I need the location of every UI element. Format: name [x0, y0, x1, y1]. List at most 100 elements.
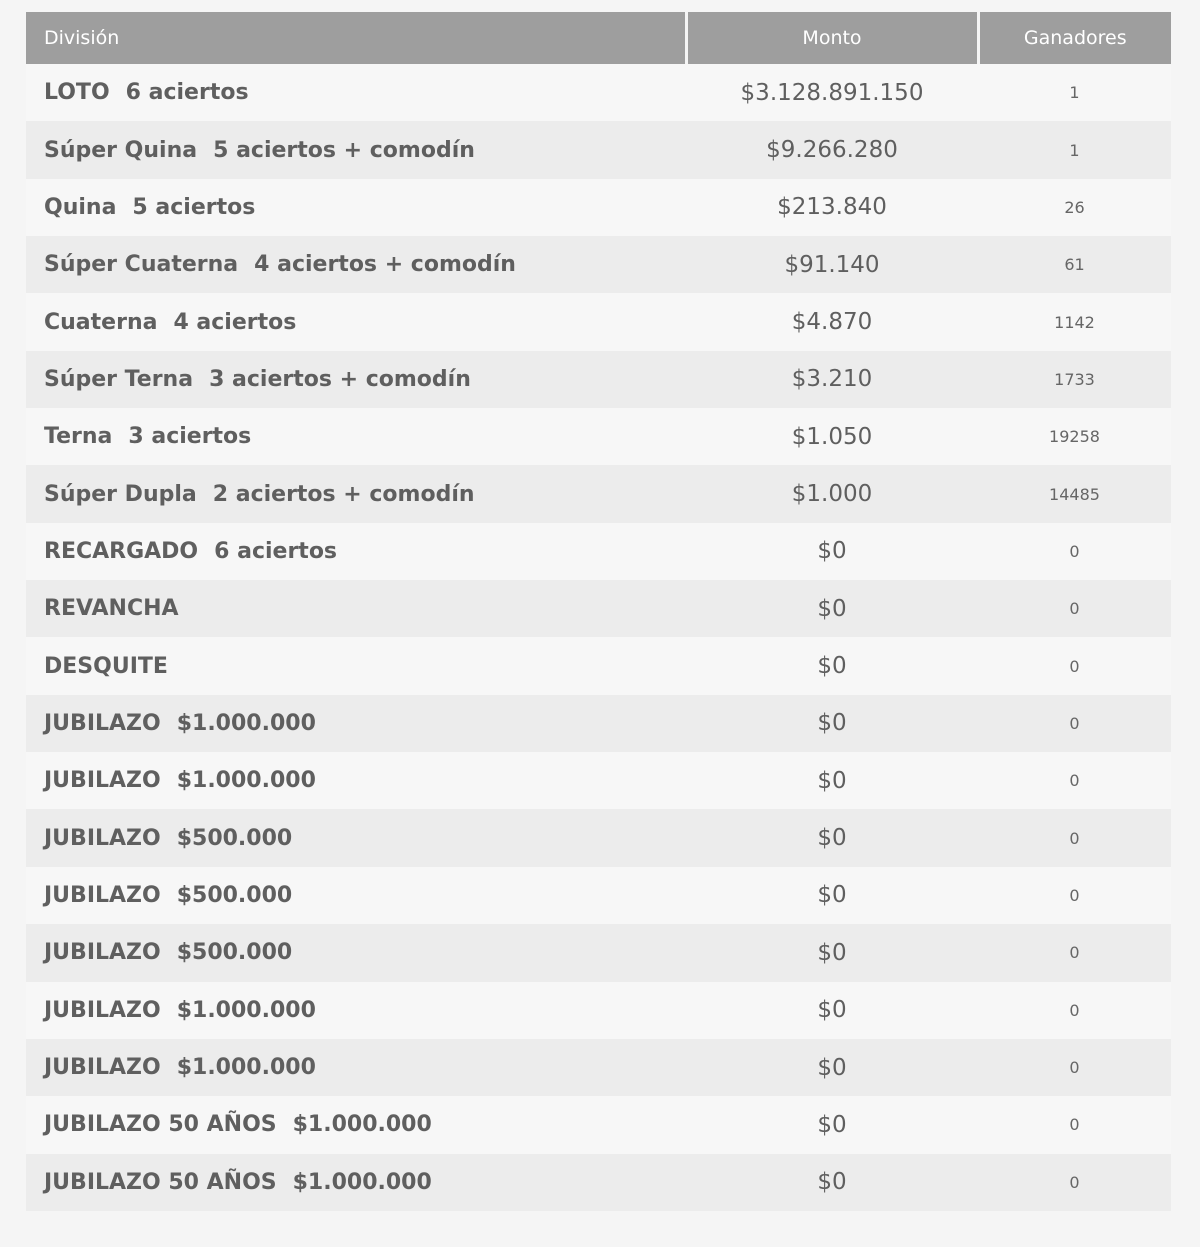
table-row: JUBILAZO 50 AÑOS $1.000.000 $0 0: [26, 1153, 1171, 1211]
monto-cell: $3.128.891.150: [740, 79, 924, 106]
division-cell: Cuaterna 4 aciertos: [26, 293, 686, 350]
table-row: JUBILAZO 50 AÑOS $1.000.000 $0 0: [26, 1096, 1171, 1154]
division-cell: JUBILAZO $500.000: [26, 809, 686, 866]
monto-cell: $4.870: [791, 309, 873, 336]
table-row: Súper Terna 3 aciertos + comodín $3.210 173…: [26, 350, 1171, 409]
division-detail: 4 aciertos + comodín: [254, 252, 516, 278]
division-name: JUBILAZO 50 AÑOS: [44, 1112, 277, 1138]
monto-cell: $0: [817, 653, 847, 680]
division-detail: $1.000.000: [176, 710, 316, 736]
division-name: RECARGADO: [44, 538, 199, 564]
header-monto: Monto: [686, 12, 980, 64]
table-header: División Monto Ganadores: [26, 12, 1171, 64]
prize-table-container: División Monto Ganadores LOTO 6 aciertos $…: [26, 12, 1171, 1211]
header-division: División: [26, 12, 688, 64]
division-cell: JUBILAZO 50 AÑOS $1.000.000: [26, 1154, 686, 1211]
division-cell: Quina 5 aciertos: [26, 179, 686, 236]
ganadores-cell: 0: [1069, 1058, 1080, 1078]
division-name: JUBILAZO: [44, 940, 161, 966]
division-name: JUBILAZO: [44, 768, 161, 794]
table-row: RECARGADO 6 aciertos $0 0: [26, 522, 1171, 581]
monto-cell: $0: [817, 595, 847, 622]
table-row: Terna 3 aciertos $1.050 19258: [26, 408, 1171, 466]
division-detail: 5 aciertos + comodín: [213, 137, 475, 163]
division-detail: $1.000.000: [292, 1169, 432, 1195]
division-detail: $1.000.000: [176, 1055, 316, 1081]
division-name: JUBILAZO: [44, 882, 161, 908]
division-name: JUBILAZO 50 AÑOS: [44, 1169, 277, 1195]
division-name: REVANCHA: [44, 596, 179, 622]
division-cell: LOTO 6 aciertos: [26, 64, 686, 121]
table-row: LOTO 6 aciertos $3.128.891.150 1: [26, 64, 1171, 122]
ganadores-cell: 0: [1069, 1000, 1080, 1020]
table-row: Quina 5 aciertos $213.840 26: [26, 178, 1171, 237]
header-row: División Monto Ganadores: [26, 12, 1171, 64]
table-row: Cuaterna 4 aciertos $4.870 1142: [26, 293, 1171, 351]
table-row: Súper Quina 5 aciertos + comodín $9.266.28…: [26, 121, 1171, 179]
ganadores-cell: 0: [1069, 885, 1080, 905]
monto-cell: $3.210: [791, 366, 873, 393]
monto-cell: $0: [817, 1169, 847, 1196]
ganadores-cell: 0: [1069, 943, 1080, 963]
division-cell: Terna 3 aciertos: [26, 408, 686, 465]
table-row: REVANCHA $0 0: [26, 580, 1171, 638]
table-row: DESQUITE $0 0: [26, 637, 1171, 695]
division-name: Quina: [44, 194, 117, 220]
ganadores-cell: 0: [1069, 1115, 1080, 1135]
division-detail: 4 aciertos: [173, 309, 297, 335]
division-cell: DESQUITE: [26, 637, 686, 694]
division-detail: 3 aciertos: [128, 424, 252, 450]
division-name: JUBILAZO: [44, 710, 161, 736]
monto-cell: $1.050: [791, 423, 873, 450]
monto-cell: $213.840: [777, 194, 887, 221]
division-cell: Súper Terna 3 aciertos + comodín: [26, 351, 686, 408]
prize-table: División Monto Ganadores LOTO 6 aciertos $…: [26, 12, 1171, 1211]
division-cell: Súper Dupla 2 aciertos + comodín: [26, 465, 686, 522]
table-row: JUBILAZO $1.000.000 $0 0: [26, 981, 1171, 1039]
table-body: LOTO 6 aciertos $3.128.891.150 1 Súper Quina…: [26, 64, 1171, 1211]
ganadores-cell: 1733: [1054, 369, 1095, 389]
ganadores-cell: 14485: [1049, 484, 1100, 504]
ganadores-cell: 0: [1069, 771, 1080, 791]
ganadores-cell: 26: [1064, 197, 1085, 217]
division-name: Súper Terna: [44, 366, 194, 392]
table-row: Súper Dupla 2 aciertos + comodín $1.000 144…: [26, 465, 1171, 523]
division-name: Súper Quina: [44, 137, 198, 163]
division-detail: 5 aciertos: [132, 194, 256, 220]
division-detail: 2 aciertos + comodín: [212, 481, 475, 507]
monto-cell: $0: [817, 538, 847, 565]
ganadores-cell: 19258: [1049, 427, 1100, 447]
monto-cell: $0: [817, 1054, 847, 1081]
ganadores-cell: 1: [1069, 83, 1080, 103]
table-row: JUBILAZO $1.000.000 $0 0: [26, 694, 1171, 753]
header-ganadores: Ganadores: [978, 12, 1171, 64]
division-cell: REVANCHA: [26, 580, 686, 637]
division-cell: RECARGADO 6 aciertos: [26, 523, 686, 580]
monto-cell: $0: [817, 997, 847, 1024]
division-cell: JUBILAZO 50 AÑOS $1.000.000: [26, 1096, 686, 1153]
ganadores-cell: 1: [1069, 140, 1080, 160]
monto-cell: $0: [817, 825, 847, 852]
division-name: JUBILAZO: [44, 825, 161, 851]
ganadores-cell: 1142: [1054, 312, 1095, 332]
division-detail: $1.000.000: [176, 768, 316, 794]
division-name: Súper Cuaterna: [44, 252, 239, 278]
division-detail: 6 aciertos: [125, 80, 249, 106]
division-detail: $500.000: [176, 940, 293, 966]
division-name: LOTO: [44, 80, 110, 106]
ganadores-cell: 0: [1069, 1172, 1080, 1192]
division-name: JUBILAZO: [44, 1055, 161, 1081]
division-cell: JUBILAZO $500.000: [26, 867, 686, 924]
monto-cell: $0: [817, 767, 847, 794]
division-name: Cuaterna: [44, 309, 158, 335]
division-cell: JUBILAZO $1.000.000: [26, 982, 686, 1039]
ganadores-cell: 0: [1069, 656, 1080, 676]
division-cell: JUBILAZO $1.000.000: [26, 695, 686, 752]
ganadores-cell: 0: [1069, 599, 1080, 619]
division-cell: Súper Quina 5 aciertos + comodín: [26, 121, 686, 178]
monto-cell: $9.266.280: [766, 137, 898, 164]
ganadores-cell: 0: [1069, 828, 1080, 848]
ganadores-cell: 61: [1064, 255, 1085, 275]
table-row: JUBILAZO $500.000 $0 0: [26, 924, 1171, 982]
ganadores-cell: 0: [1069, 713, 1080, 733]
